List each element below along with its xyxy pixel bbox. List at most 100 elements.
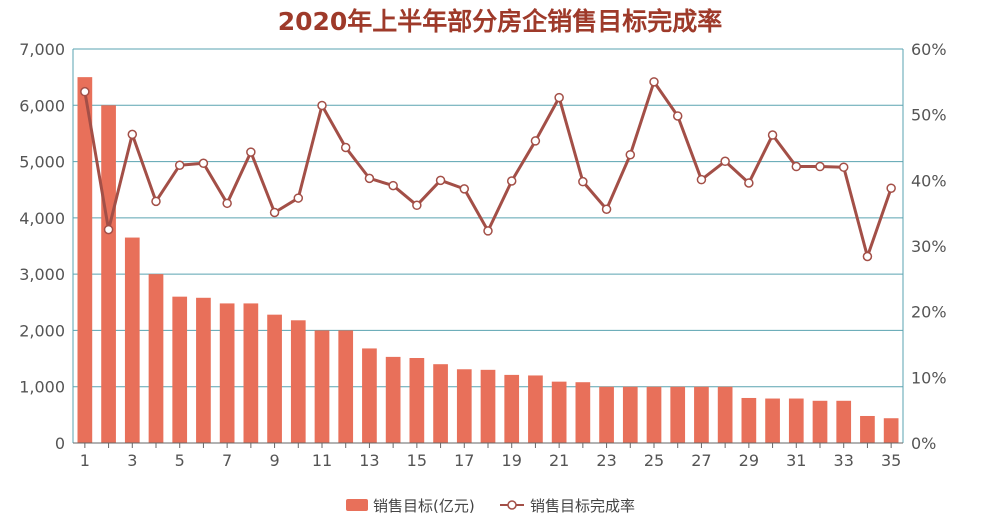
bar — [741, 397, 757, 443]
x-tick-label: 25 — [644, 451, 664, 470]
bar — [480, 369, 496, 443]
line-point — [317, 100, 327, 111]
line-point — [791, 161, 802, 172]
line-point — [767, 130, 778, 140]
bar — [148, 274, 164, 443]
bar — [409, 358, 425, 443]
line-point — [340, 142, 351, 153]
legend-swatch-bar — [346, 499, 368, 511]
line-point — [815, 161, 825, 172]
y-left-tick-label: 3,000 — [19, 265, 65, 284]
line-point — [364, 173, 375, 184]
x-tick-label: 15 — [407, 451, 427, 470]
x-tick-label: 3 — [127, 451, 137, 470]
bar — [362, 348, 377, 443]
y-left-tick-label: 6,000 — [19, 96, 65, 115]
line-point — [388, 180, 398, 191]
y-right-tick-label: 60% — [911, 40, 947, 59]
bar — [551, 381, 567, 443]
bar — [433, 364, 448, 443]
line-point — [127, 129, 138, 140]
line-point — [174, 160, 185, 170]
bar — [694, 386, 709, 443]
bar — [717, 386, 733, 443]
x-tick-label: 35 — [881, 451, 901, 470]
line-point — [578, 176, 588, 187]
bar — [883, 418, 899, 443]
bar — [599, 386, 614, 443]
bar — [788, 398, 804, 443]
bar — [670, 386, 686, 443]
line-point — [672, 111, 683, 121]
bar — [101, 105, 116, 444]
x-tick-label: 13 — [359, 451, 379, 470]
bar — [765, 398, 780, 443]
line-point — [293, 193, 304, 203]
line-point — [80, 86, 90, 97]
y-right-tick-label: 20% — [911, 303, 947, 322]
line-point — [269, 207, 280, 218]
bar — [860, 415, 875, 443]
x-tick-label: 1 — [80, 451, 90, 470]
legend-label-line: 销售目标完成率 — [530, 497, 635, 515]
y-left-tick-label: 0 — [55, 434, 65, 453]
x-tick-label: 7 — [222, 451, 232, 470]
bar — [622, 386, 638, 443]
x-tick-label: 29 — [739, 451, 759, 470]
y-right-tick-label: 0% — [911, 434, 936, 453]
y-left-tick-label: 5,000 — [19, 153, 65, 172]
y-left-tick-label: 2,000 — [19, 321, 65, 340]
line-point — [886, 183, 896, 193]
bar — [267, 314, 282, 443]
line-point — [198, 158, 209, 169]
line-point — [720, 156, 730, 167]
x-tick-label: 27 — [691, 451, 711, 470]
line-point — [601, 204, 612, 214]
line-point — [412, 200, 422, 211]
bar — [575, 382, 591, 443]
line-point — [696, 174, 707, 185]
bar — [124, 237, 140, 443]
legend-label-bar: 销售目标(亿元) — [373, 497, 475, 515]
legend-swatch-marker — [507, 500, 517, 510]
bar — [77, 77, 93, 444]
line-point — [862, 251, 873, 262]
x-tick-label: 9 — [269, 451, 279, 470]
line-point — [649, 77, 659, 87]
y-left-tick-label: 4,000 — [19, 209, 65, 228]
line-point — [222, 198, 232, 209]
line-point — [530, 136, 541, 146]
bar — [836, 400, 852, 443]
line-point — [246, 147, 256, 157]
x-tick-label: 11 — [312, 451, 332, 470]
y-right-tick-label: 50% — [911, 106, 947, 125]
x-tick-label: 33 — [834, 451, 854, 470]
bar — [290, 320, 306, 443]
x-tick-label: 5 — [175, 451, 185, 470]
line-point — [151, 196, 161, 207]
x-tick-label: 23 — [596, 451, 616, 470]
chart-title: 2020年上半年部分房企销售目标完成率 — [277, 7, 723, 36]
y-right-tick-label: 40% — [911, 171, 947, 190]
line-point — [103, 224, 114, 235]
bar — [528, 375, 543, 443]
bar — [243, 303, 259, 443]
line-point — [435, 175, 446, 186]
bar — [219, 303, 235, 443]
bar — [456, 369, 472, 443]
bar — [196, 297, 211, 443]
bar — [504, 374, 520, 443]
y-left-tick-label: 1,000 — [19, 378, 65, 397]
x-tick-label: 17 — [454, 451, 474, 470]
bar — [385, 356, 401, 443]
line-point — [506, 176, 517, 186]
line-point — [625, 149, 636, 160]
y-right-tick-label: 30% — [911, 237, 947, 256]
line-point — [459, 184, 470, 194]
y-left-tick-label: 7,000 — [19, 40, 65, 59]
bar — [172, 296, 188, 443]
x-tick-label: 21 — [549, 451, 569, 470]
line-point — [838, 162, 849, 172]
